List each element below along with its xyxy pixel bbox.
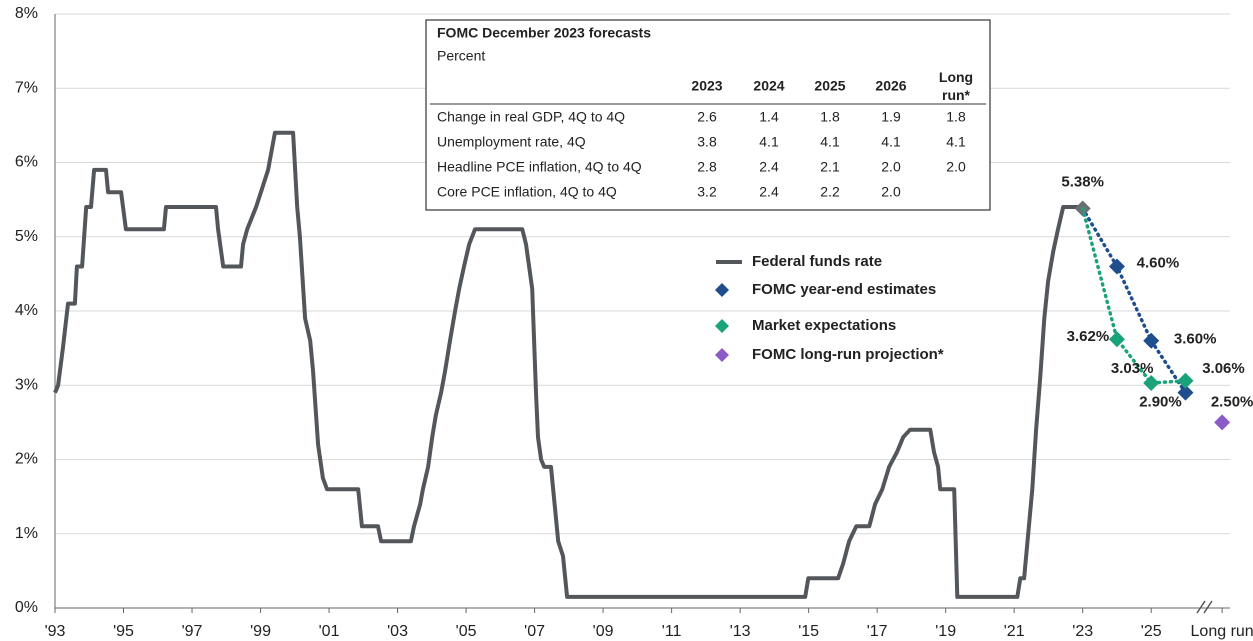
legend-label: Market expectations [752,317,896,334]
data-label: 3.60% [1174,331,1217,348]
x-tick-label: '99 [250,623,271,640]
x-tick-label: '25 [1141,623,1162,640]
table-cell: 3.8 [697,134,717,150]
table-title: FOMC December 2023 forecasts [437,25,651,41]
table-cell: 2.8 [697,159,717,175]
table-frame [425,19,991,211]
table-cell: 3.2 [697,184,717,200]
marker [1214,414,1231,431]
row-label: Unemployment rate, 4Q [437,134,586,150]
column-header: 2026 [875,78,906,94]
x-tick-label: '01 [319,623,340,640]
column-header: Long run* [939,69,973,103]
column-header: 2025 [814,78,845,94]
legend-label: Federal funds rate [752,253,882,270]
grid [54,13,1230,609]
fed-funds-line [53,130,1084,599]
x-tick-label: '23 [1072,623,1093,640]
marker [1177,384,1194,401]
table-cell: 4.1 [946,134,966,150]
table-cell: 2.0 [881,184,901,200]
table-cell: 2.2 [820,184,840,200]
y-tick-label: 4% [15,302,38,319]
marker [1177,372,1194,389]
y-tick-label: 2% [15,451,38,468]
row-label: Headline PCE inflation, 4Q to 4Q [437,159,642,175]
marker [1108,258,1125,275]
x-tick-label: '95 [113,623,134,640]
data-label: 3.03% [1111,360,1154,377]
column-header: 2023 [691,78,722,94]
table-cell: 4.1 [881,134,901,150]
table-cell: 2.4 [759,159,779,175]
axis-break [1196,600,1213,614]
y-tick-label: 5% [15,228,38,245]
x-tick-label: '97 [182,623,203,640]
legend-swatch [715,319,729,333]
y-tick-label: 8% [15,5,38,22]
row-label: Core PCE inflation, 4Q to 4Q [437,184,617,200]
x-tick-label: '13 [730,623,751,640]
x-tick-label: '05 [456,623,477,640]
projection-dots [1080,206,1188,385]
table-cell: 2.0 [881,159,901,175]
table-cell: 1.9 [881,109,901,125]
data-label: 4.60% [1137,254,1180,271]
table-cell: 4.1 [820,134,840,150]
data-label: 3.62% [1067,328,1110,345]
x-tick-label: '15 [798,623,819,640]
legend-swatch [715,348,729,362]
data-label: 2.50% [1211,393,1253,410]
table-cell: 1.4 [759,109,779,125]
x-tick-label: '93 [45,623,66,640]
table-cell: 1.8 [946,109,966,125]
legend-label: FOMC long-run projection* [752,346,944,363]
x-tick-label: Long run [1191,623,1253,640]
column-header: 2024 [753,78,784,94]
table-cell: 4.1 [759,134,779,150]
x-tick-label: '17 [867,623,888,640]
x-tick-label: '07 [524,623,545,640]
row-label: Change in real GDP, 4Q to 4Q [437,109,625,125]
y-tick-label: 3% [15,376,38,393]
table-subtitle: Percent [437,48,485,64]
y-tick-label: 7% [15,79,38,96]
table-cell: 2.6 [697,109,717,125]
legend-label: FOMC year-end estimates [752,281,936,298]
data-label: 2.90% [1139,394,1182,411]
marker [1143,332,1160,349]
table-cell: 1.8 [820,109,840,125]
y-tick-label: 0% [15,599,38,616]
table-cell: 2.0 [946,159,966,175]
x-tick-label: '21 [1004,623,1025,640]
x-tick-label: '03 [387,623,408,640]
x-tick-label: '11 [662,623,682,640]
y-tick-label: 1% [15,525,38,542]
x-tick-label: '09 [593,623,614,640]
legend-swatch [715,283,729,297]
marker [1143,375,1160,392]
forecast-table: FOMC December 2023 forecasts Percent 202… [425,19,991,211]
y-tick-label: 6% [15,154,38,171]
projection-dots [1080,206,1188,395]
marker [1108,331,1125,348]
x-tick-label: '19 [935,623,956,640]
data-label: 3.06% [1202,360,1245,377]
table-cell: 2.4 [759,184,779,200]
data-label: 5.38% [1061,174,1104,191]
table-cell: 2.1 [820,159,840,175]
